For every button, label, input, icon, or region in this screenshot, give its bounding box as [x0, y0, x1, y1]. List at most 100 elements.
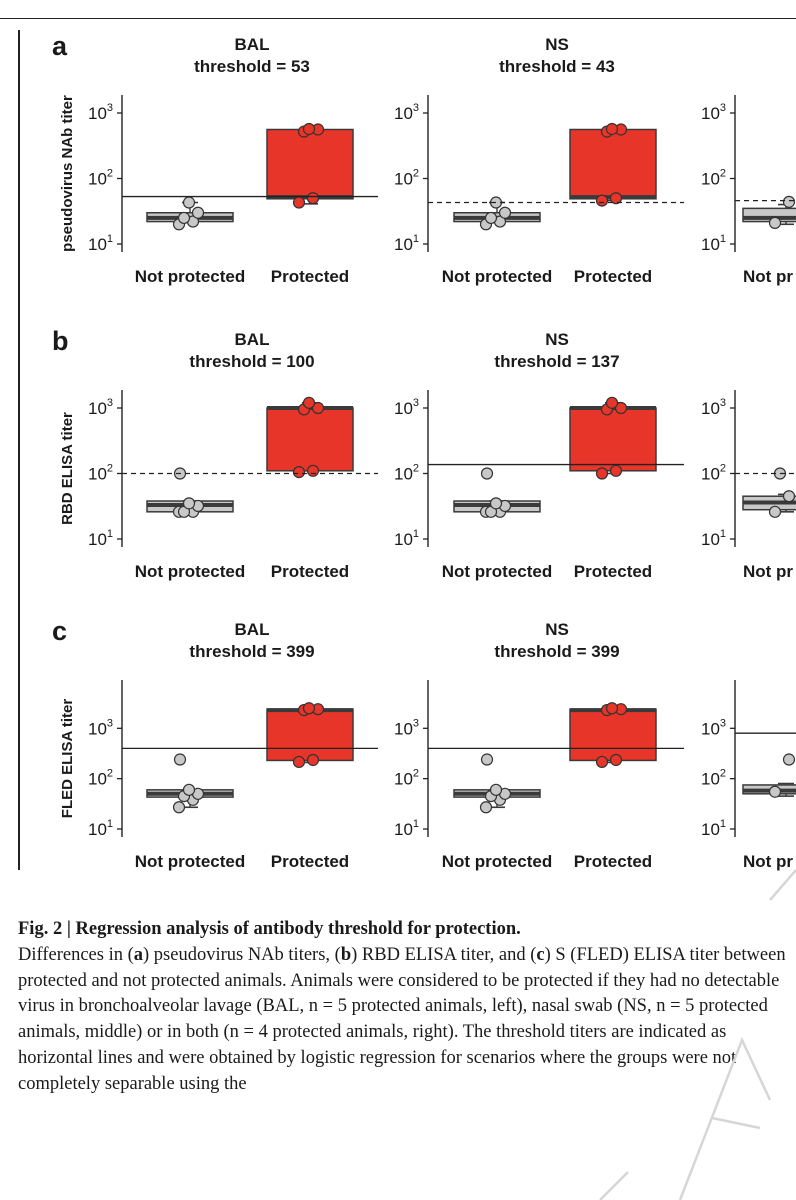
y-tick-label: 101 — [701, 233, 726, 254]
y-tick-label: 101 — [701, 818, 726, 839]
y-tick-exponent: 3 — [413, 397, 419, 409]
y-tick-exponent: 1 — [413, 233, 419, 245]
y-tick-label: 101 — [701, 528, 726, 549]
chart-a-1: 101 102 103 a pseudovirus NAb titer BAL thresh… — [52, 31, 378, 286]
not-protected-point — [498, 206, 512, 219]
chart-b-1: 101 102 103 b RBD ELISA titer BAL threshold = … — [52, 326, 378, 581]
y-tick-label: 103 — [701, 397, 726, 418]
panel-label-a: a — [52, 31, 68, 61]
not-protected-point — [182, 783, 196, 796]
y-tick-exponent: 1 — [720, 233, 726, 245]
caption-text-4: ) S (FLED) ELISA titer between protected… — [18, 944, 786, 1094]
not-protected-point — [177, 211, 191, 225]
protected-point — [605, 396, 619, 409]
caption-text-2: ) pseudovirus NAb titers, ( — [143, 944, 341, 965]
x-category-label: Not protected — [442, 562, 553, 581]
y-tick-exponent: 2 — [413, 768, 419, 780]
caption-ref-b: b — [340, 944, 352, 965]
x-category-label: Not pr — [743, 852, 793, 871]
y-tick-exponent: 3 — [720, 397, 726, 409]
not-protected-point — [782, 195, 796, 208]
chart-title: BAL — [235, 620, 270, 639]
y-tick-exponent: 3 — [107, 397, 113, 409]
y-axis-title: FLED ELISA titer — [59, 699, 76, 819]
y-tick-label: 102 — [701, 463, 726, 484]
y-tick-label: 103 — [88, 397, 113, 418]
y-tick-label: 102 — [88, 463, 113, 484]
y-tick-exponent: 2 — [107, 463, 113, 475]
watermark-letter-a-bar — [711, 1116, 761, 1130]
protected-point — [302, 396, 316, 409]
chart-b-2: 101 102 103 NS threshold = 137 Not protected P… — [394, 330, 684, 581]
y-axis-title: pseudovirus NAb titer — [59, 95, 76, 252]
y-tick-exponent: 1 — [413, 818, 419, 830]
caption-ref-c: c — [536, 944, 545, 965]
not-protected-point — [173, 753, 187, 766]
threshold-label: threshold = 53 — [194, 57, 310, 76]
x-category-label: Protected — [574, 562, 652, 581]
threshold-label: threshold = 399 — [494, 642, 619, 661]
y-tick-label: 103 — [88, 717, 113, 738]
x-category-label: Protected — [574, 267, 652, 286]
figure-caption: Fig. 2 | Regression analysis of antibody… — [18, 917, 788, 1098]
y-tick-exponent: 1 — [720, 818, 726, 830]
y-tick-exponent: 2 — [413, 168, 419, 180]
y-tick-exponent: 2 — [107, 168, 113, 180]
protected-box — [266, 708, 354, 762]
y-tick-exponent: 1 — [107, 818, 113, 830]
not-protected-point — [768, 785, 782, 798]
not-protected-point — [484, 211, 498, 225]
not-protected-point — [191, 206, 205, 219]
protected-box — [266, 407, 354, 472]
chart-a-3: 101 102 103 Not pr — [701, 95, 796, 286]
not-protected-point — [480, 753, 494, 766]
panel-label-c: c — [52, 616, 67, 646]
y-tick-label: 102 — [88, 168, 113, 189]
protected-point — [292, 755, 306, 769]
protected-point — [306, 753, 320, 767]
x-category-label: Not protected — [442, 267, 553, 286]
y-tick-label: 101 — [394, 233, 419, 254]
y-tick-exponent: 1 — [413, 528, 419, 540]
not-protected-point — [489, 783, 503, 796]
y-axis-title: RBD ELISA titer — [59, 412, 76, 525]
protected-point — [609, 753, 623, 767]
y-tick-exponent: 3 — [720, 102, 726, 114]
x-category-label: Not protected — [135, 562, 246, 581]
not-protected-point — [768, 216, 782, 229]
not-protected-point — [489, 497, 503, 510]
protected-point — [311, 401, 325, 415]
protected-box — [569, 407, 657, 472]
chart-c-1: 101 102 103 c FLED ELISA titer BAL threshold =… — [52, 616, 378, 871]
protected-point — [306, 464, 320, 477]
chart-a-2: 101 102 103 NS threshold = 43 Not protected Pr… — [394, 35, 684, 286]
protected-point — [595, 194, 609, 207]
protected-box — [569, 708, 657, 762]
y-tick-exponent: 1 — [107, 233, 113, 245]
caption-text-1: Differences in ( — [18, 944, 134, 965]
y-tick-exponent: 2 — [720, 168, 726, 180]
not-protected-point — [480, 467, 494, 480]
protected-box — [569, 128, 657, 200]
x-category-label: Not protected — [135, 267, 246, 286]
not-protected-point — [172, 801, 186, 814]
y-tick-exponent: 1 — [720, 528, 726, 540]
x-category-label: Not protected — [135, 852, 246, 871]
y-tick-label: 102 — [394, 168, 419, 189]
x-category-label: Protected — [574, 852, 652, 871]
y-tick-exponent: 1 — [107, 528, 113, 540]
threshold-label: threshold = 399 — [189, 642, 314, 661]
protected-point — [292, 196, 306, 209]
y-tick-label: 103 — [394, 102, 419, 123]
y-tick-exponent: 3 — [413, 717, 419, 729]
threshold-label: threshold = 137 — [494, 352, 619, 371]
chart-title: NS — [545, 620, 569, 639]
protected-point — [609, 464, 623, 477]
protected-point — [614, 401, 628, 415]
page-top-rule — [0, 18, 796, 19]
y-tick-exponent: 2 — [720, 463, 726, 475]
chart-title: BAL — [235, 35, 270, 54]
y-tick-exponent: 3 — [107, 102, 113, 114]
y-tick-exponent: 2 — [107, 768, 113, 780]
y-tick-label: 102 — [701, 168, 726, 189]
